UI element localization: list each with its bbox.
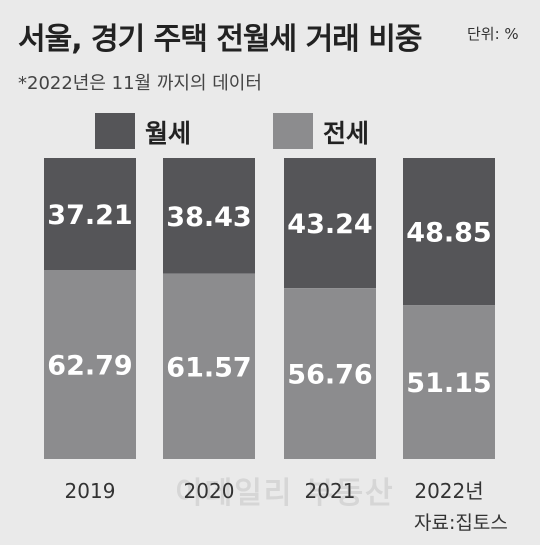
data-label-monthly-rent-2: 43.24 [287, 209, 372, 240]
data-label-monthly-rent-3: 48.85 [406, 218, 491, 249]
bar-jeonse-1 [163, 273, 255, 459]
bar-monthly-rent-3 [403, 158, 495, 306]
x-tick-label-2: 2021 [305, 479, 356, 503]
bar-monthly-rent-2 [284, 158, 376, 289]
source-label: 자료:집토스 [414, 512, 508, 534]
legend-label-monthly-rent: 월세 [145, 119, 192, 148]
data-label-monthly-rent-0: 37.21 [47, 200, 132, 231]
legend-label-jeonse: 전세 [323, 119, 370, 148]
bar-jeonse-3 [403, 305, 495, 459]
data-label-jeonse-2: 56.76 [287, 360, 372, 391]
watermark: 이데일리 부동산 [175, 476, 395, 511]
bar-jeonse-2 [284, 288, 376, 459]
chart-title: 서울, 경기 주택 전월세 거래 비중 [18, 22, 422, 57]
x-tick-label-0: 2019 [65, 479, 116, 503]
unit-label: 단위: % [467, 25, 519, 43]
x-tick-label-1: 2020 [184, 479, 235, 503]
data-label-jeonse-1: 61.57 [166, 352, 251, 383]
legend-swatch-monthly-rent [95, 113, 135, 149]
data-label-jeonse-0: 62.79 [47, 351, 132, 382]
bar-monthly-rent-0 [44, 158, 136, 271]
data-label-monthly-rent-1: 38.43 [166, 202, 251, 233]
footnote: *2022년은 11월 까지의 데이터 [18, 73, 262, 94]
legend-swatch-jeonse [273, 113, 313, 149]
data-label-jeonse-3: 51.15 [406, 368, 491, 399]
x-tick-label-3: 2022년 [414, 479, 483, 503]
bar-jeonse-0 [44, 270, 136, 459]
bar-monthly-rent-1 [163, 158, 255, 274]
